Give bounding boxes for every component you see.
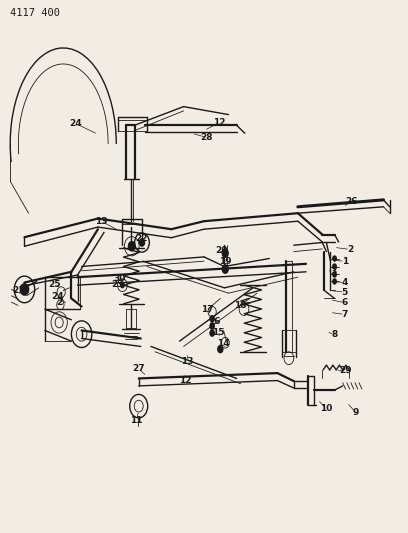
Text: 20: 20 <box>215 246 228 255</box>
Text: 2: 2 <box>56 298 63 307</box>
Text: 8: 8 <box>331 330 338 339</box>
Text: 29: 29 <box>340 367 352 375</box>
Text: 9: 9 <box>353 408 359 417</box>
Text: 12: 12 <box>180 376 192 385</box>
Text: 15: 15 <box>213 328 225 336</box>
Text: 18: 18 <box>235 302 247 310</box>
Text: 14: 14 <box>217 340 230 348</box>
Text: 11: 11 <box>131 416 143 424</box>
Text: 24: 24 <box>70 119 82 128</box>
Text: 28: 28 <box>201 133 213 142</box>
Text: 17: 17 <box>201 305 213 313</box>
Text: 10: 10 <box>320 404 333 413</box>
Text: 4117 400: 4117 400 <box>10 8 60 18</box>
Circle shape <box>120 282 125 288</box>
Circle shape <box>209 322 215 330</box>
Text: 12: 12 <box>213 118 226 127</box>
Circle shape <box>128 241 136 252</box>
Circle shape <box>332 263 337 270</box>
Text: 26: 26 <box>346 197 358 206</box>
Circle shape <box>332 271 337 278</box>
Text: 6: 6 <box>341 298 348 307</box>
Text: 4: 4 <box>341 278 348 287</box>
Text: 1: 1 <box>341 257 348 265</box>
Circle shape <box>222 248 229 258</box>
Text: 19: 19 <box>219 257 231 265</box>
Circle shape <box>209 329 215 337</box>
Text: 27: 27 <box>133 365 145 373</box>
Text: 7: 7 <box>341 310 348 319</box>
Text: 23: 23 <box>111 280 124 289</box>
Circle shape <box>139 238 145 247</box>
Text: 3: 3 <box>330 268 337 276</box>
Circle shape <box>209 315 215 322</box>
Circle shape <box>222 264 229 274</box>
Text: 30: 30 <box>113 274 126 282</box>
Circle shape <box>332 278 337 285</box>
Text: 13: 13 <box>95 217 107 225</box>
Text: 16: 16 <box>208 318 220 326</box>
Circle shape <box>217 345 224 353</box>
Text: 22: 22 <box>135 235 147 243</box>
Text: 21: 21 <box>13 286 25 295</box>
Circle shape <box>20 283 29 296</box>
Text: 2: 2 <box>347 245 353 254</box>
Text: 13: 13 <box>182 357 194 366</box>
Text: 25: 25 <box>48 280 60 288</box>
Circle shape <box>332 255 337 262</box>
Text: 24: 24 <box>51 292 63 301</box>
Text: 5: 5 <box>341 288 348 296</box>
